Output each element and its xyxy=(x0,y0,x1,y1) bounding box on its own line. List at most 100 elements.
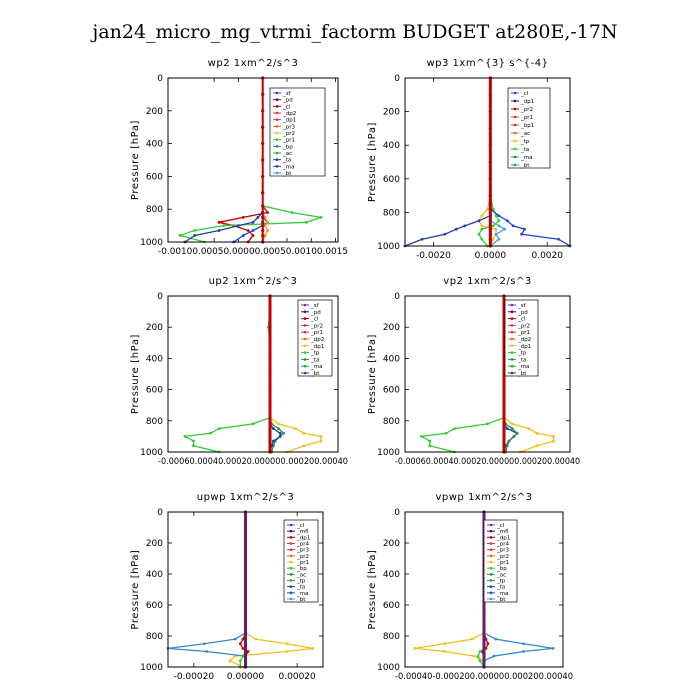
y-axis-label: Pressure [hPa] xyxy=(130,120,141,200)
data-point xyxy=(238,659,242,663)
data-point xyxy=(520,232,524,236)
zero-point xyxy=(488,214,492,218)
legend-entry: _mfl xyxy=(296,529,309,535)
y-tick-label: 1000 xyxy=(377,448,400,458)
zero-point xyxy=(502,427,506,431)
data-point xyxy=(535,431,539,435)
data-point xyxy=(494,637,498,641)
zero-point xyxy=(261,92,265,96)
legend-entry: _ta xyxy=(496,585,505,591)
zero-point xyxy=(502,439,506,443)
legend-marker xyxy=(510,317,514,320)
legend-marker xyxy=(489,542,493,545)
zero-point xyxy=(261,191,265,195)
data-point xyxy=(507,439,511,443)
legend-entry: _cl xyxy=(296,523,305,529)
data-point xyxy=(480,224,484,228)
legend-marker xyxy=(513,147,517,151)
zero-point xyxy=(268,325,272,329)
y-axis-label: Pressure [hPa] xyxy=(367,334,378,414)
legend-marker xyxy=(289,585,293,588)
zero-point xyxy=(243,642,248,646)
legend-entry: _dp1 xyxy=(517,344,531,350)
legend-marker xyxy=(489,529,493,533)
plot-frame xyxy=(167,77,339,243)
x-tick-label: 0.0000 xyxy=(475,251,507,261)
legend-marker xyxy=(489,597,493,601)
legend-entry: _bt xyxy=(282,171,292,177)
legend-marker xyxy=(513,115,517,119)
legend-marker xyxy=(303,364,307,368)
y-tick-label: 600 xyxy=(383,601,400,611)
zero-point xyxy=(261,233,265,238)
data-point xyxy=(217,220,221,224)
legend-entry: _bt xyxy=(496,597,506,603)
data-point xyxy=(246,229,250,232)
zero-point xyxy=(488,232,492,236)
legend-entry: _ac xyxy=(296,572,306,578)
zero-point xyxy=(268,427,272,431)
zero-point xyxy=(488,177,492,181)
legend-entry: _cl xyxy=(310,317,319,323)
legend-marker xyxy=(513,139,517,143)
legend-entry: _ta xyxy=(520,147,529,153)
data-point xyxy=(523,227,526,231)
data-point xyxy=(222,224,226,228)
legend-entry: _ta xyxy=(282,158,291,164)
y-tick-label: 800 xyxy=(146,417,163,427)
legend-entry: _cl xyxy=(496,523,505,529)
data-point xyxy=(552,439,555,443)
legend-box xyxy=(297,299,333,377)
legend-entry: _pr4 xyxy=(496,542,510,548)
y-tick-label: 1000 xyxy=(140,448,163,458)
zero-point xyxy=(243,587,248,592)
legend-marker xyxy=(275,145,279,148)
legend-marker xyxy=(303,358,307,361)
y-axis-label: Pressure [hPa] xyxy=(130,334,141,414)
series-line-pr1 xyxy=(182,296,271,453)
zero-point xyxy=(243,637,248,641)
zero-point xyxy=(488,143,492,147)
legend-entry: _sf xyxy=(310,303,320,309)
legend-entry: _pr3 xyxy=(496,548,510,554)
data-point xyxy=(503,227,506,231)
zero-point xyxy=(268,444,272,448)
data-point xyxy=(444,431,448,435)
data-point xyxy=(512,435,516,438)
data-point xyxy=(491,224,495,228)
zero-point xyxy=(261,215,265,219)
legend-entry: _pr1 xyxy=(496,560,509,566)
data-point xyxy=(527,427,531,430)
y-tick-label: 800 xyxy=(383,632,400,642)
data-point xyxy=(183,435,187,438)
legend-entry: _tp xyxy=(496,579,506,585)
legend-entry: _pd xyxy=(517,310,528,316)
legend-entry: _pr1 xyxy=(296,560,309,566)
legend-marker xyxy=(303,324,307,327)
zero-point xyxy=(488,207,492,211)
legend-entry: _ta xyxy=(296,585,305,591)
legend-entry: _ac xyxy=(282,151,292,157)
legend-entry: _pr1 xyxy=(310,330,323,336)
y-tick-label: 200 xyxy=(146,539,163,549)
zero-point xyxy=(488,219,492,223)
y-tick-label: 800 xyxy=(383,417,400,427)
x-tick-label: 0.0020 xyxy=(531,251,563,261)
legend-entry: _pr3 xyxy=(282,124,296,130)
data-point xyxy=(472,654,476,658)
zero-point xyxy=(261,125,265,129)
x-tick-labels: -0.00100.00050.00000.00050.00100.0015 xyxy=(158,247,348,257)
zero-point xyxy=(482,654,486,658)
data-point xyxy=(505,427,509,430)
data-point xyxy=(217,229,221,232)
data-point xyxy=(506,219,509,223)
zero-point xyxy=(268,434,272,438)
data-point xyxy=(277,422,280,426)
legend-marker xyxy=(489,591,493,595)
zero-point xyxy=(261,228,265,233)
y-tick-label: 400 xyxy=(146,140,163,150)
legend-marker xyxy=(275,98,279,101)
legend-entry: _tp xyxy=(517,351,527,357)
zero-point xyxy=(243,556,248,561)
plot-frame xyxy=(404,511,564,668)
